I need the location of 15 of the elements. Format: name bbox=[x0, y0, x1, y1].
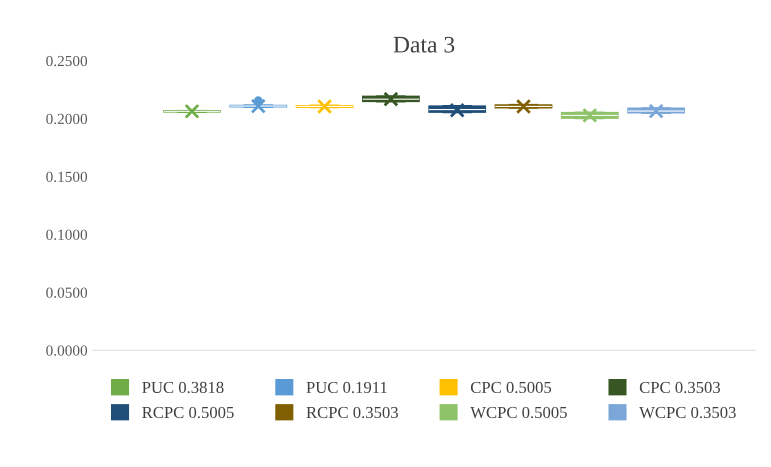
y-tick-label: 0.1500 bbox=[46, 172, 88, 182]
y-tick-label: 0.0500 bbox=[46, 287, 88, 298]
legend-label: WCPC 0.5005 bbox=[470, 406, 567, 418]
chart-title: Data 3 bbox=[394, 36, 454, 53]
legend-label: WCPC 0.3503 bbox=[639, 406, 736, 418]
legend-label: CPC 0.5005 bbox=[470, 382, 552, 394]
legend-label: RCPC 0.3503 bbox=[306, 406, 398, 418]
legend-label: RCPC 0.5005 bbox=[142, 406, 234, 418]
y-tick-label: 0.1000 bbox=[46, 230, 88, 240]
y-tick-label: 0.2500 bbox=[46, 56, 88, 66]
y-tick-label: 0.0000 bbox=[46, 345, 88, 356]
y-tick-label: 0.2000 bbox=[46, 114, 88, 124]
legend-label: PUC 0.1911 bbox=[306, 382, 387, 394]
legend-label: CPC 0.3503 bbox=[640, 382, 720, 394]
legend-label: PUC 0.3818 bbox=[142, 382, 224, 394]
